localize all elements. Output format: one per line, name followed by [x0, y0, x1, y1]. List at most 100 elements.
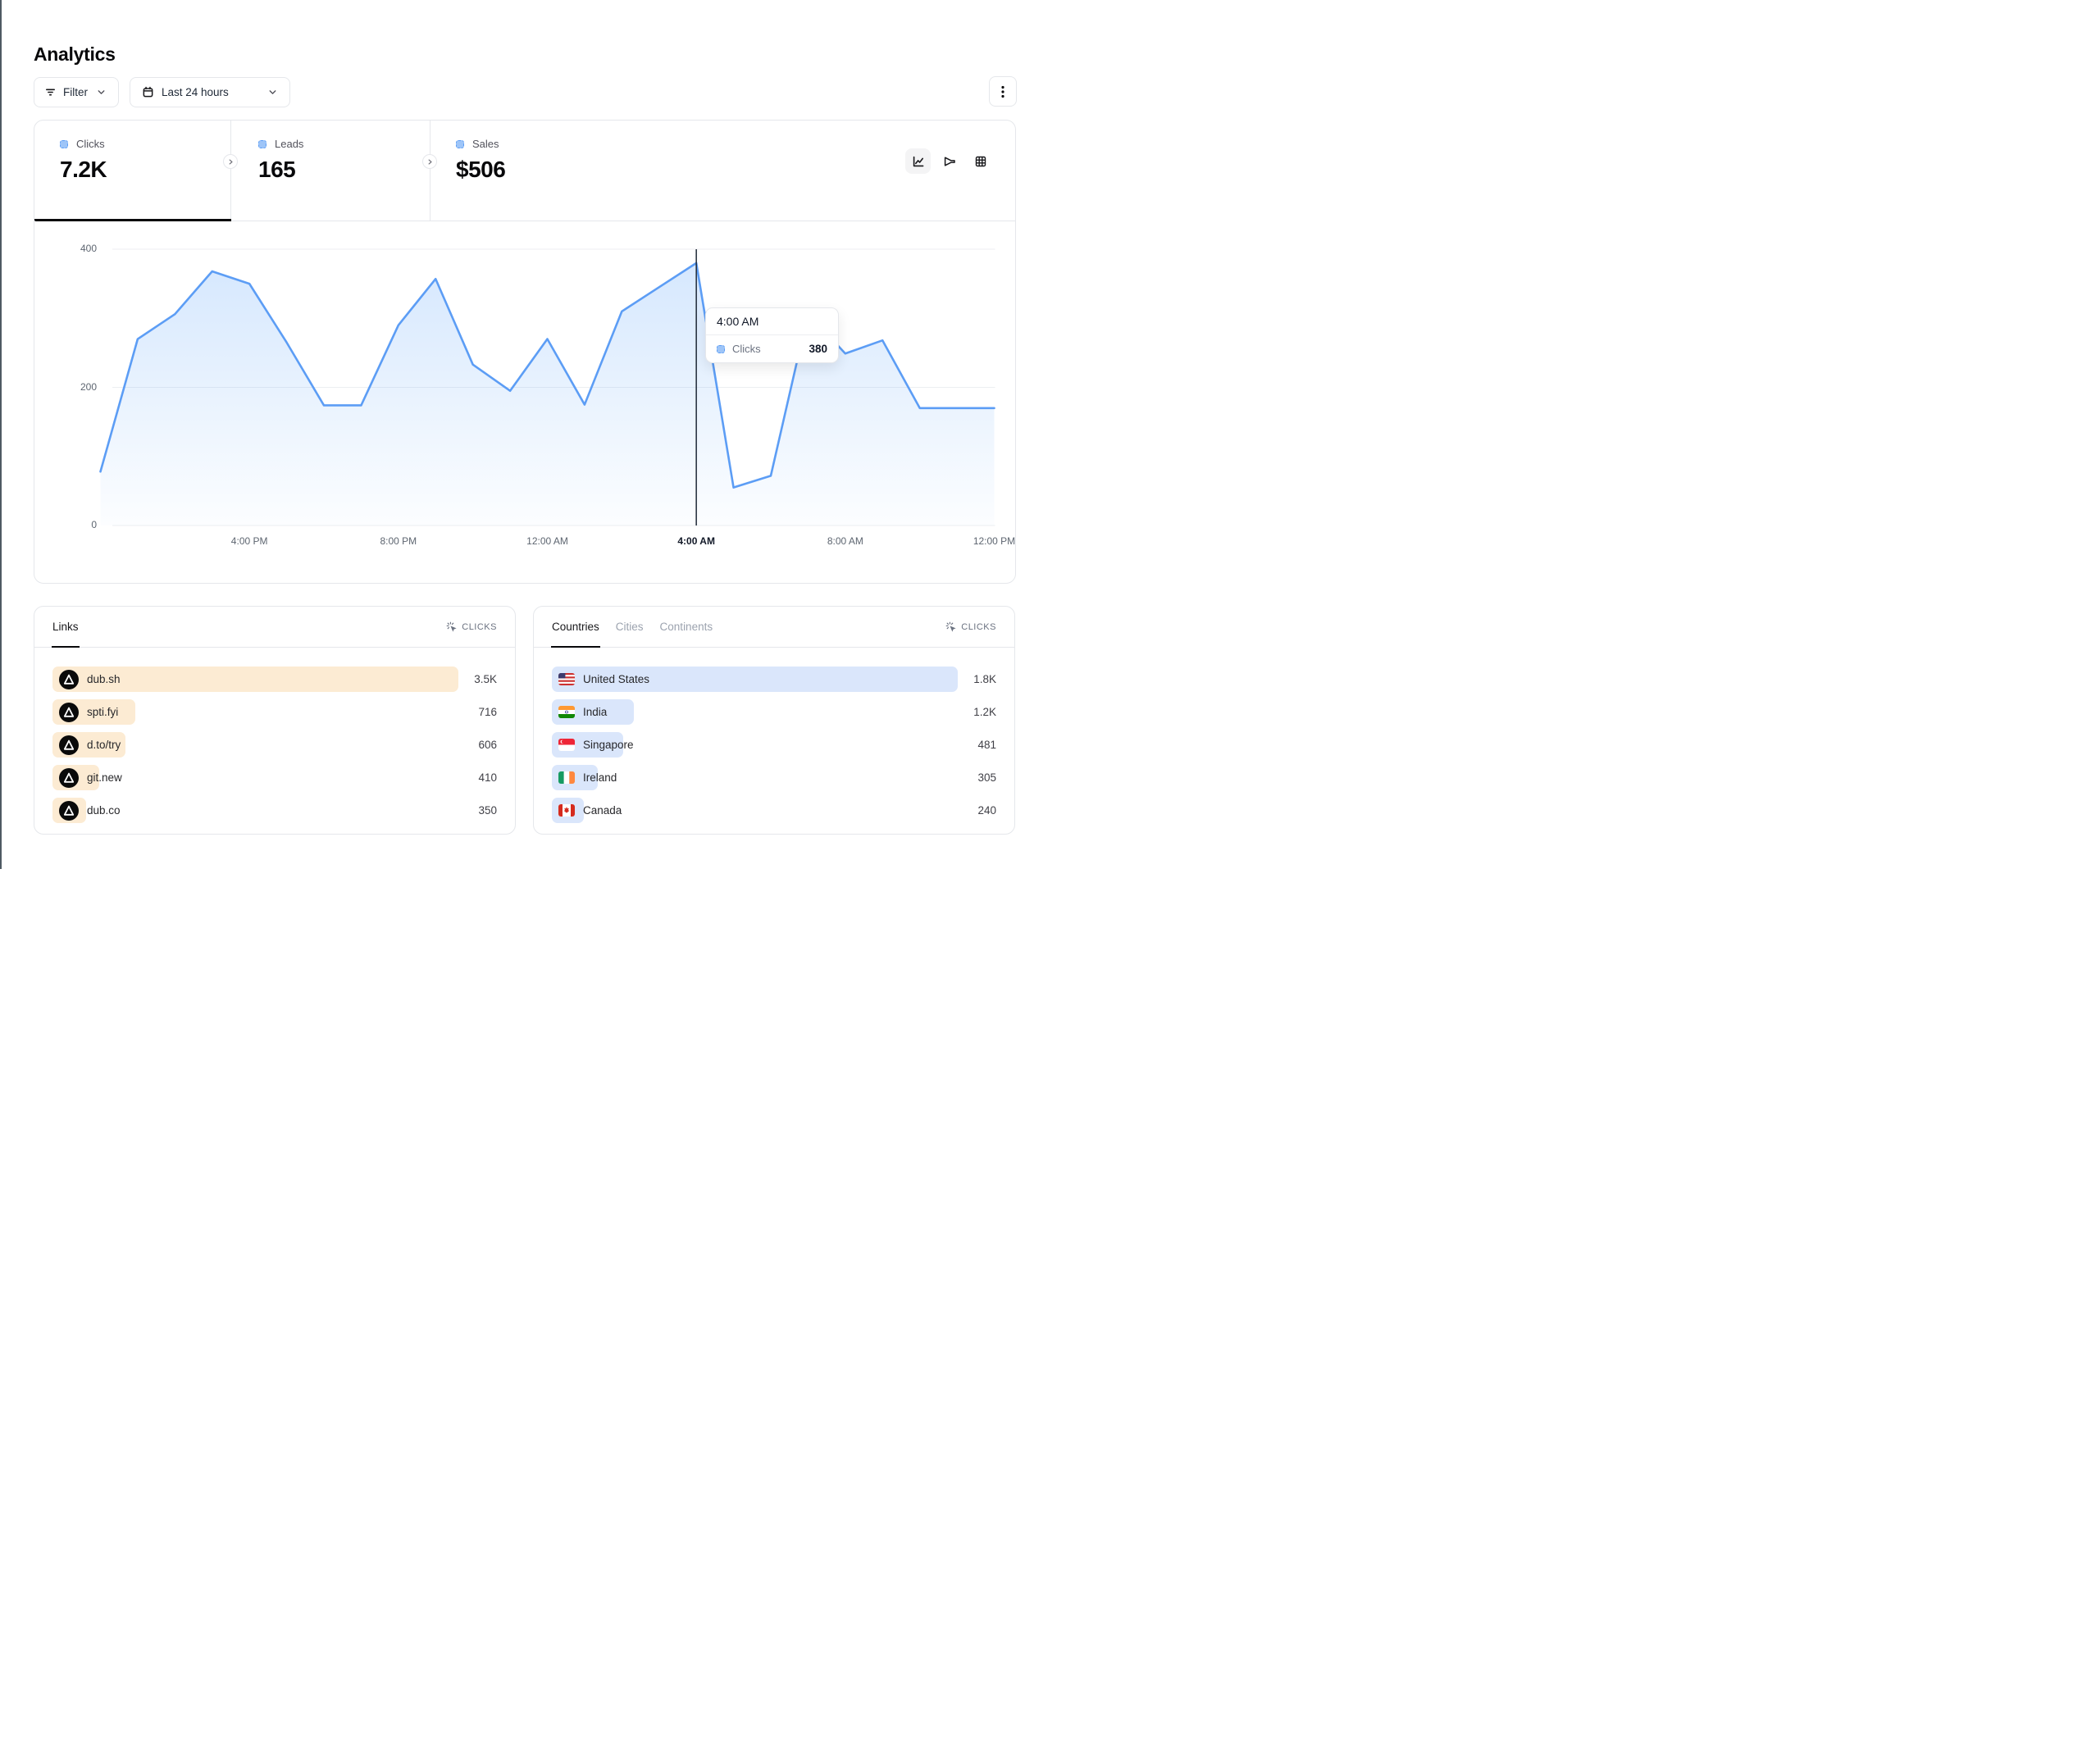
stat-value: 165	[258, 157, 296, 182]
tab-links-label: Links	[52, 621, 79, 633]
item-value: 410	[478, 771, 497, 784]
list-item[interactable]: dub.co 350	[52, 798, 497, 823]
item-value: 1.2K	[973, 706, 996, 718]
filter-button[interactable]: Filter	[34, 77, 119, 107]
cursor-click-icon	[446, 621, 458, 633]
in-flag-icon	[558, 706, 575, 718]
tooltip-value: 380	[809, 343, 827, 355]
stat-tab-leads[interactable]: Leads 165	[231, 121, 430, 221]
x-axis-tick: 12:00 AM	[526, 535, 568, 547]
stat-divider	[230, 121, 231, 221]
line-chart-view-button[interactable]	[905, 148, 931, 174]
item-label: India	[583, 706, 608, 718]
ca-flag-icon	[558, 804, 575, 817]
geo-list: United States 1.8K India 1.2K Singapore 481 Ir…	[552, 667, 996, 830]
funnel-view-button[interactable]	[936, 148, 962, 174]
item-label: Singapore	[583, 739, 634, 751]
item-value: 716	[478, 706, 497, 718]
stat-value: 7.2K	[60, 157, 107, 182]
item-label: Canada	[583, 804, 622, 817]
funnel-icon	[944, 156, 955, 166]
chart-plot	[99, 248, 995, 526]
analytics-card: Clicks 7.2K Leads 165 Sales $506	[34, 120, 1016, 584]
page-title: Analytics	[34, 43, 116, 66]
grid-icon	[975, 156, 986, 166]
geo-panel: Countries Cities Continents CLICKS United …	[533, 606, 1015, 835]
item-label: Ireland	[583, 771, 617, 784]
stat-label: Clicks	[76, 138, 105, 150]
sg-flag-icon	[558, 739, 575, 751]
x-axis-tick: 4:00 PM	[230, 535, 268, 547]
active-stat-underline	[34, 219, 231, 221]
tab-countries[interactable]: Countries	[551, 607, 600, 648]
tooltip-series-label: Clicks	[732, 343, 761, 355]
list-item[interactable]: Singapore 481	[552, 732, 996, 758]
stat-expand-chevron[interactable]	[223, 154, 238, 169]
item-label: spti.fyi	[87, 706, 119, 718]
list-item[interactable]: Canada 240	[552, 798, 996, 823]
links-list: dub.sh 3.5K spti.fyi 716 d.to/try 606 git.new 4…	[52, 667, 497, 830]
links-metric-selector[interactable]: CLICKS	[446, 621, 497, 633]
item-value: 606	[478, 739, 497, 751]
dub-logo-icon	[59, 669, 79, 689]
tab-label: Countries	[552, 621, 599, 633]
line-chart-icon	[913, 156, 923, 166]
window-edge	[0, 0, 2, 869]
geo-panel-header: Countries Cities Continents CLICKS	[534, 607, 1014, 648]
value-bar	[552, 667, 958, 692]
calendar-icon	[142, 86, 154, 98]
links-panel: Links CLICKS dub.sh 3.5K spti.fyi 716 d.to/t…	[34, 606, 516, 835]
more-options-button[interactable]	[989, 76, 1017, 107]
item-value: 1.8K	[973, 673, 996, 685]
dub-logo-icon	[59, 767, 79, 788]
chart-tooltip: 4:00 AM Clicks 380	[705, 307, 839, 363]
stat-tab-clicks[interactable]: Clicks 7.2K	[34, 121, 230, 221]
list-item[interactable]: spti.fyi 716	[52, 699, 497, 725]
chevron-down-icon	[267, 87, 278, 98]
clicks-time-series-chart[interactable]: 0 200 400 4:00 PM 8:00 PM 12:00 AM 4:00 AM 8:0…	[34, 221, 1017, 585]
geo-metric-selector[interactable]: CLICKS	[945, 621, 996, 633]
tab-label: Continents	[659, 621, 713, 633]
stat-expand-chevron[interactable]	[422, 154, 437, 169]
item-label: d.to/try	[87, 739, 121, 751]
filter-icon	[44, 86, 57, 98]
chevron-right-icon	[428, 158, 432, 165]
value-bar	[52, 667, 458, 692]
dub-logo-icon	[59, 702, 79, 722]
item-value: 350	[478, 804, 497, 817]
list-item[interactable]: dub.sh 3.5K	[52, 667, 497, 692]
tooltip-time: 4:00 AM	[706, 308, 838, 335]
area-fill	[100, 262, 995, 525]
tab-cities[interactable]: Cities	[616, 607, 644, 647]
date-range-button[interactable]: Last 24 hours	[130, 77, 290, 107]
list-item[interactable]: git.new 410	[52, 765, 497, 790]
date-range-label: Last 24 hours	[162, 86, 229, 98]
links-panel-header: Links CLICKS	[34, 607, 515, 648]
kebab-menu-icon	[997, 84, 1009, 99]
stat-tab-sales[interactable]: Sales $506	[430, 121, 627, 221]
clicks-line	[99, 262, 995, 489]
item-label: dub.sh	[87, 673, 121, 685]
tab-label: Cities	[615, 621, 644, 633]
stat-label: Sales	[472, 138, 499, 150]
list-item[interactable]: d.to/try 606	[52, 732, 497, 758]
tab-continents[interactable]: Continents	[660, 607, 713, 647]
y-axis-tick: 400	[80, 243, 97, 254]
x-axis-tick: 8:00 AM	[827, 535, 863, 547]
item-value: 240	[977, 804, 996, 817]
links-metric-label: CLICKS	[462, 621, 497, 632]
x-axis-tick: 12:00 PM	[973, 535, 1016, 547]
item-value: 3.5K	[474, 673, 497, 685]
dub-logo-icon	[59, 800, 79, 821]
table-view-button[interactable]	[968, 148, 993, 174]
item-label: United States	[583, 673, 650, 685]
tab-links[interactable]: Links	[52, 607, 80, 648]
chevron-down-icon	[96, 87, 107, 98]
chart-view-toggles	[905, 148, 993, 174]
list-item[interactable]: India 1.2K	[552, 699, 996, 725]
list-item[interactable]: Ireland 305	[552, 765, 996, 790]
filter-button-label: Filter	[63, 86, 88, 98]
list-item[interactable]: United States 1.8K	[552, 667, 996, 692]
x-axis-tick: 8:00 PM	[380, 535, 417, 547]
chevron-right-icon	[229, 158, 233, 165]
